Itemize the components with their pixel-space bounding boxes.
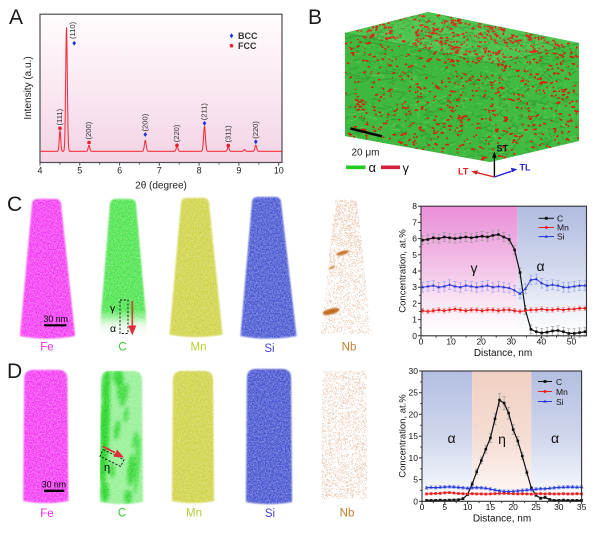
svg-text:40: 40 bbox=[537, 337, 547, 347]
svg-text:0: 0 bbox=[412, 331, 417, 341]
svg-text:γ: γ bbox=[471, 260, 478, 276]
svg-text:C: C bbox=[118, 342, 126, 354]
svg-text:γ: γ bbox=[110, 303, 116, 315]
svg-text:30: 30 bbox=[507, 337, 517, 347]
svg-text:20: 20 bbox=[476, 337, 486, 347]
svg-text:ST: ST bbox=[497, 144, 509, 154]
svg-text:BCC: BCC bbox=[238, 31, 258, 41]
svg-text:5: 5 bbox=[412, 250, 417, 260]
svg-text:30: 30 bbox=[409, 366, 419, 376]
svg-text:LT: LT bbox=[458, 167, 469, 177]
svg-text:7: 7 bbox=[412, 217, 417, 227]
svg-text:50: 50 bbox=[567, 337, 577, 347]
svg-text:C: C bbox=[7, 193, 22, 216]
svg-text:Concentration, at.%: Concentration, at.% bbox=[398, 229, 409, 313]
svg-text:Mn: Mn bbox=[557, 223, 569, 233]
svg-text:20 μm: 20 μm bbox=[352, 148, 380, 159]
svg-text:15: 15 bbox=[486, 502, 496, 512]
svg-text:10: 10 bbox=[409, 453, 419, 463]
svg-text:6: 6 bbox=[117, 166, 122, 176]
svg-text:Si: Si bbox=[556, 397, 564, 407]
svg-text:0: 0 bbox=[420, 502, 425, 512]
svg-text:20: 20 bbox=[508, 502, 518, 512]
svg-text:C: C bbox=[557, 213, 563, 223]
svg-text:(220): (220) bbox=[172, 124, 181, 142]
svg-text:2: 2 bbox=[412, 298, 417, 308]
svg-text:Distance, nm: Distance, nm bbox=[473, 514, 531, 525]
svg-text:10: 10 bbox=[463, 502, 473, 512]
svg-text:35: 35 bbox=[577, 502, 587, 512]
svg-text:7: 7 bbox=[157, 166, 162, 176]
svg-text:5: 5 bbox=[77, 166, 82, 176]
svg-text:B: B bbox=[308, 6, 322, 29]
svg-text:Fe: Fe bbox=[40, 508, 53, 520]
svg-text:Mn: Mn bbox=[191, 342, 207, 354]
svg-text:20: 20 bbox=[409, 409, 419, 419]
svg-text:Si: Si bbox=[265, 508, 275, 520]
svg-text:Intensity (a.u.): Intensity (a.u.) bbox=[23, 56, 34, 119]
svg-text:C: C bbox=[118, 508, 126, 520]
svg-text:(211): (211) bbox=[200, 103, 209, 121]
svg-text:0: 0 bbox=[413, 496, 418, 506]
svg-text:5: 5 bbox=[442, 502, 447, 512]
svg-text:0: 0 bbox=[419, 337, 424, 347]
svg-text:α: α bbox=[536, 258, 544, 274]
svg-text:η: η bbox=[498, 431, 506, 447]
svg-text:(311): (311) bbox=[223, 125, 232, 143]
svg-text:5: 5 bbox=[413, 475, 418, 485]
svg-text:4: 4 bbox=[37, 166, 42, 176]
svg-text:3: 3 bbox=[412, 282, 417, 292]
svg-text:8: 8 bbox=[197, 166, 202, 176]
svg-text:Si: Si bbox=[264, 343, 274, 355]
svg-text:α: α bbox=[110, 323, 116, 335]
svg-text:D: D bbox=[7, 360, 22, 383]
svg-text:1: 1 bbox=[412, 315, 417, 325]
svg-text:γ: γ bbox=[403, 160, 410, 175]
svg-text:A: A bbox=[9, 6, 23, 29]
svg-text:10: 10 bbox=[274, 166, 284, 176]
svg-text:FCC: FCC bbox=[238, 41, 257, 51]
svg-text:25: 25 bbox=[531, 502, 541, 512]
svg-text:(110): (110) bbox=[68, 21, 77, 39]
svg-text:Fe: Fe bbox=[40, 342, 53, 354]
svg-text:30: 30 bbox=[554, 502, 564, 512]
svg-text:Si: Si bbox=[557, 232, 565, 242]
svg-text:(220): (220) bbox=[251, 121, 260, 139]
svg-text:10: 10 bbox=[446, 337, 456, 347]
svg-text:α: α bbox=[369, 160, 377, 175]
svg-text:30 nm: 30 nm bbox=[42, 480, 66, 490]
svg-text:2θ (degree): 2θ (degree) bbox=[135, 181, 187, 192]
svg-text:Nb: Nb bbox=[342, 342, 357, 354]
svg-text:6: 6 bbox=[412, 234, 417, 244]
svg-text:8: 8 bbox=[412, 201, 417, 211]
svg-text:(200): (200) bbox=[84, 121, 93, 139]
svg-text:α: α bbox=[551, 430, 559, 446]
svg-text:15: 15 bbox=[409, 431, 419, 441]
svg-text:(111): (111) bbox=[55, 108, 64, 125]
svg-text:η: η bbox=[104, 462, 110, 474]
svg-text:Concentration, at.%: Concentration, at.% bbox=[398, 394, 409, 478]
svg-text:9: 9 bbox=[236, 166, 241, 176]
svg-text:C: C bbox=[556, 377, 562, 387]
svg-text:α: α bbox=[447, 430, 455, 446]
svg-text:TL: TL bbox=[520, 163, 531, 173]
svg-text:Distance, nm: Distance, nm bbox=[474, 348, 532, 359]
svg-text:30 nm: 30 nm bbox=[44, 314, 68, 324]
svg-text:Mn: Mn bbox=[556, 387, 568, 397]
svg-text:25: 25 bbox=[409, 388, 419, 398]
svg-text:Mn: Mn bbox=[186, 508, 202, 520]
svg-text:Nb: Nb bbox=[340, 508, 355, 520]
svg-text:4: 4 bbox=[412, 266, 417, 276]
svg-text:(200): (200) bbox=[140, 113, 149, 131]
